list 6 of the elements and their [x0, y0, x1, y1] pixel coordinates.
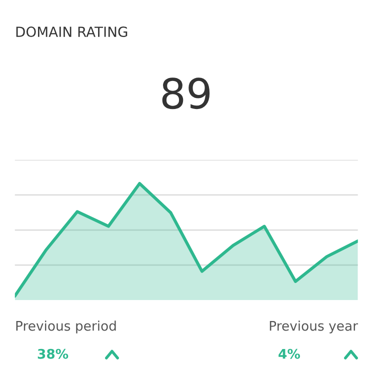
text: 4%: [278, 348, 300, 359]
chart-title: DOMAIN RATING: [16, 26, 128, 38]
text: Previous period: [16, 320, 116, 334]
text: 89: [162, 78, 210, 110]
text: 38%: [38, 348, 68, 359]
text: Previous year: [270, 320, 358, 334]
